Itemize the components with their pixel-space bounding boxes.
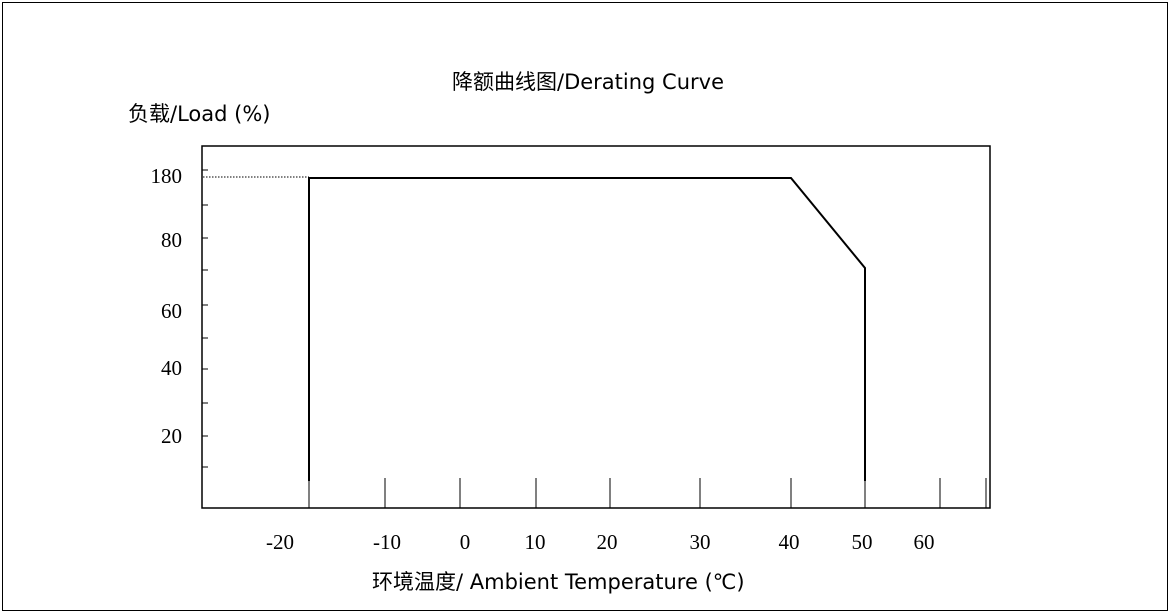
y-tick-label: 60 (161, 299, 182, 323)
x-tick-label: -20 (266, 530, 294, 554)
y-axis-ticks (202, 169, 208, 468)
x-tick-label: -10 (373, 530, 401, 554)
x-axis-tick-labels: -20 -10 0 10 20 30 40 50 60 (266, 530, 935, 554)
x-tick-label: 60 (914, 530, 935, 554)
x-tick-label: 30 (690, 530, 711, 554)
x-tick-label: 0 (460, 530, 471, 554)
x-tick-label: 40 (779, 530, 800, 554)
x-tick-label: 20 (597, 530, 618, 554)
y-tick-label: 40 (161, 356, 182, 380)
chart-title: 降额曲线图/Derating Curve (452, 70, 725, 94)
x-tick-label: 10 (525, 530, 546, 554)
y-tick-label: 20 (161, 424, 182, 448)
y-tick-label: 80 (161, 228, 182, 252)
x-axis-ticks (308, 478, 987, 508)
plot-area (201, 145, 991, 509)
y-axis-tick-labels: 180 80 60 40 20 (151, 164, 183, 448)
x-tick-label: 50 (852, 530, 873, 554)
y-axis-title: 负载/Load (%) (128, 102, 271, 126)
y-tick-label: 180 (151, 164, 183, 188)
x-axis-title: 环境温度/ Ambient Temperature (℃) (372, 570, 745, 594)
derating-curve (308, 177, 866, 481)
